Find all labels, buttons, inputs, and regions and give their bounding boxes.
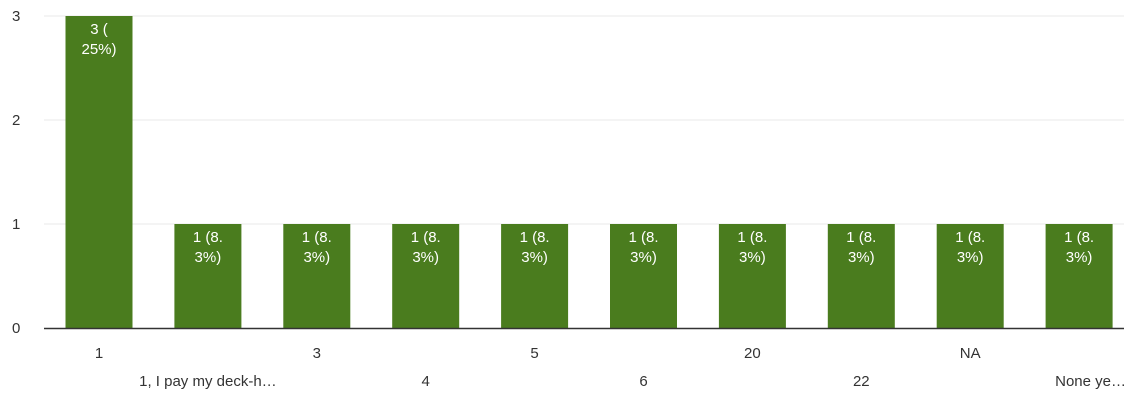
data-label: 1 (8. — [955, 229, 985, 246]
data-label: 3%) — [303, 249, 330, 266]
bar — [1045, 224, 1113, 328]
bar — [283, 224, 351, 328]
data-label: 3%) — [521, 249, 548, 266]
y-tick-label: 2 — [12, 112, 20, 129]
data-label: 1 (8. — [520, 229, 550, 246]
data-label: 3%) — [630, 249, 657, 266]
data-label: 1 (8. — [737, 229, 767, 246]
data-label: 3 ( — [90, 21, 108, 38]
data-label: 1 (8. — [302, 229, 332, 246]
x-tick-label: 22 — [853, 373, 870, 390]
bar — [501, 224, 569, 328]
data-label: 3%) — [739, 249, 766, 266]
data-label: 3%) — [848, 249, 875, 266]
bar — [936, 224, 1004, 328]
x-axis-ticks: 1 1, I pay my deck-h… 3 4 5 6 20 22 NA None ye… — [95, 345, 1126, 390]
x-tick-label: NA — [960, 345, 981, 362]
data-label: 1 (8. — [628, 229, 658, 246]
data-label: 3%) — [1066, 249, 1093, 266]
y-tick-label: 3 — [12, 8, 20, 25]
x-tick-label: 3 — [313, 345, 321, 362]
bars — [65, 16, 1113, 328]
data-label: 1 (8. — [193, 229, 223, 246]
data-label: 3%) — [957, 249, 984, 266]
bar — [827, 224, 895, 328]
bar — [392, 224, 460, 328]
x-tick-label: 1 — [95, 345, 103, 362]
bar — [174, 224, 242, 328]
bar — [65, 16, 133, 328]
gridlines — [44, 15, 1124, 225]
y-axis-ticks: 0 1 2 3 — [12, 8, 20, 337]
data-label: 25%) — [81, 41, 116, 58]
bar — [610, 224, 677, 328]
x-tick-label: 1, I pay my deck-h… — [139, 373, 277, 390]
bar — [718, 224, 786, 328]
data-labels: 3 ( 25%) 1 (8. 3%) 1 (8. 3%) 1 (8. 3%) 1 (8. 3%) 1… — [81, 21, 1094, 266]
data-label: 1 (8. — [411, 229, 441, 246]
data-label: 3%) — [412, 249, 439, 266]
x-tick-label: 6 — [639, 373, 647, 390]
y-tick-label: 0 — [12, 320, 20, 337]
y-tick-label: 1 — [12, 216, 20, 233]
x-tick-label: None ye… — [1055, 373, 1126, 390]
data-label: 1 (8. — [846, 229, 876, 246]
data-label: 3%) — [195, 249, 222, 266]
data-label: 1 (8. — [1064, 229, 1094, 246]
x-tick-label: 20 — [744, 345, 761, 362]
x-tick-label: 5 — [530, 345, 538, 362]
x-tick-label: 4 — [422, 373, 430, 390]
